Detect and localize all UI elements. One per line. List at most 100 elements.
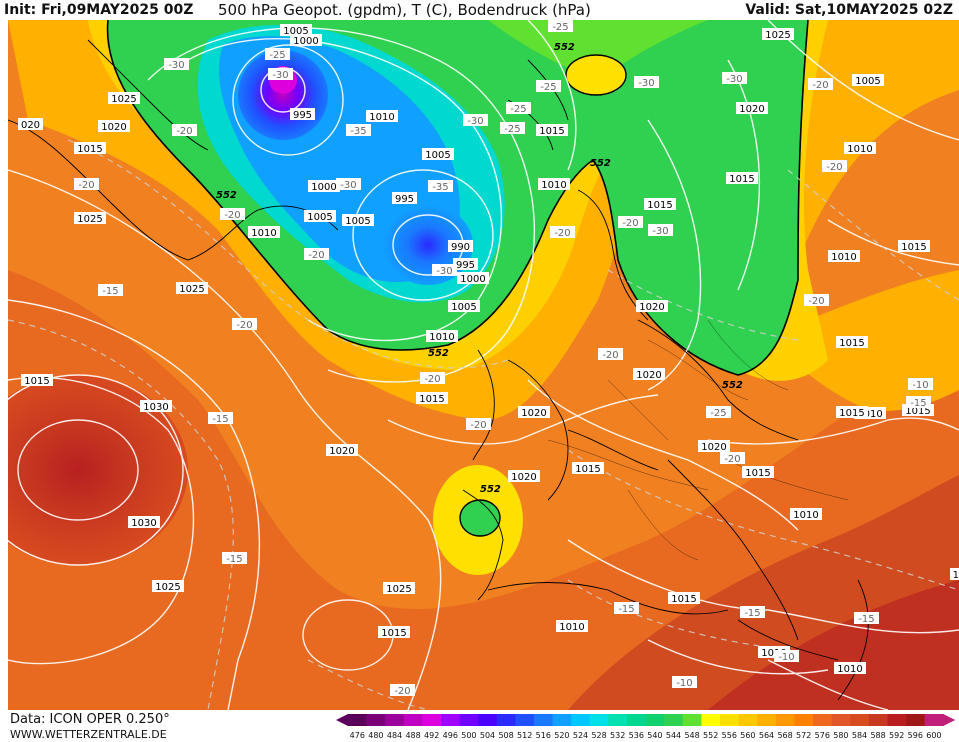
temperature-label: -10 (908, 378, 933, 391)
legend-swatch (422, 714, 442, 726)
init-time-label: Init: Fri,09MAY2025 00Z (4, 2, 194, 18)
temperature-label: -30 (336, 178, 361, 191)
legend-tick-label: 492 (424, 731, 439, 740)
temperature-label: -20 (808, 78, 833, 91)
legend-tick-label: 584 (852, 731, 867, 740)
legend-swatch (738, 714, 758, 726)
pressure-label: 1020 (636, 300, 668, 313)
legend-swatch (385, 714, 405, 726)
svg-text:1025: 1025 (386, 584, 411, 595)
legend-swatch (589, 714, 609, 726)
legend-tick-label: 564 (759, 731, 774, 740)
pressure-label: 1010 (844, 142, 876, 155)
temperature-label: -25 (706, 406, 731, 419)
pressure-label: 990 (448, 240, 473, 253)
pressure-label: 1030 (128, 516, 160, 529)
svg-text:1015: 1015 (839, 408, 864, 419)
pressure-label: 1015 (572, 462, 604, 475)
legend-swatch (794, 714, 814, 726)
svg-text:-20: -20 (176, 126, 192, 137)
svg-text:-30: -30 (436, 266, 452, 277)
temperature-label: -20 (466, 418, 491, 431)
svg-text:1010: 1010 (837, 664, 862, 675)
temperature-label: -20 (420, 372, 445, 385)
svg-text:-20: -20 (724, 454, 740, 465)
pressure-label: 1005 (422, 148, 454, 161)
temperature-label: -20 (822, 160, 847, 173)
svg-text:-30: -30 (638, 78, 654, 89)
temperature-label: -30 (268, 68, 293, 81)
temperature-label: -20 (804, 294, 829, 307)
svg-text:-25: -25 (504, 124, 520, 135)
svg-text:1015: 1015 (419, 394, 444, 405)
legend-tick-label: 580 (833, 731, 848, 740)
pressure-label: 1025 (108, 92, 140, 105)
svg-text:-20: -20 (622, 218, 638, 229)
temperature-label: -35 (428, 180, 453, 193)
legend-swatch (552, 714, 572, 726)
legend-swatch (924, 714, 944, 726)
svg-text:1010: 1010 (541, 180, 566, 191)
svg-text:990: 990 (451, 242, 470, 253)
svg-text:-30: -30 (726, 74, 742, 85)
legend-tick-label: 560 (740, 731, 755, 740)
svg-text:1020: 1020 (701, 442, 726, 453)
legend-arrow-left (336, 714, 348, 726)
svg-text:1015: 1015 (839, 338, 864, 349)
svg-text:1020: 1020 (639, 302, 664, 313)
isoline-552-iberia (459, 499, 501, 537)
pressure-label: 1015 (668, 592, 700, 605)
svg-text:-15: -15 (618, 604, 634, 615)
legend-tick-label: 592 (889, 731, 904, 740)
pressure-label: 1010 (556, 620, 588, 633)
svg-text:1020: 1020 (511, 472, 536, 483)
svg-text:1005: 1005 (283, 26, 308, 37)
svg-text:995: 995 (456, 260, 475, 271)
svg-text:1010: 1010 (831, 252, 856, 263)
svg-text:1020: 1020 (329, 446, 354, 457)
legend-tick-label: 556 (722, 731, 737, 740)
svg-text:1025: 1025 (765, 30, 790, 41)
svg-text:-25: -25 (510, 104, 526, 115)
svg-text:-20: -20 (394, 686, 410, 697)
geopot-southeast-band (708, 580, 959, 710)
legend-swatch (868, 714, 888, 726)
svg-text:1000: 1000 (293, 36, 318, 47)
geopot-label-group: 552 552 552 552 552 552 (216, 42, 743, 495)
pressure-label: 1010 (834, 662, 866, 675)
temperature-label: -25 (265, 48, 290, 61)
svg-text:1020: 1020 (101, 122, 126, 133)
svg-text:1015: 1015 (729, 174, 754, 185)
pressure-label: 1000 (290, 34, 322, 47)
valid-time-label: Valid: Sat,10MAY2025 02Z (745, 2, 953, 18)
pressure-label: 1005 (280, 24, 312, 37)
svg-text:-20: -20 (224, 210, 240, 221)
legend-swatch (720, 714, 740, 726)
legend-swatch (441, 714, 461, 726)
pressure-label: 1015 (416, 392, 448, 405)
legend-swatch (366, 714, 386, 726)
pressure-label: 1025 (762, 28, 794, 41)
svg-text:-15: -15 (744, 608, 760, 619)
pressure-label: 1020 (698, 440, 730, 453)
pressure-label: 1020 (518, 406, 550, 419)
legend-tick-label: 548 (684, 731, 699, 740)
temperature-label: -20 (720, 452, 745, 465)
legend-tick-label: 528 (591, 731, 606, 740)
color-legend: 476 480 484 488 492 496 500 504 508 512 516 520 524 5… (336, 714, 956, 740)
map-header: Init: Fri,09MAY2025 00Z 500 hPa Geopot. … (0, 0, 959, 20)
map-footer: Data: ICON OPER 0.250° WWW.WETTERZENTRAL… (0, 710, 959, 741)
legend-swatch (348, 714, 368, 726)
svg-text:1015: 1015 (575, 464, 600, 475)
pressure-label: 1015 (898, 240, 930, 253)
svg-text:1010: 1010 (793, 510, 818, 521)
geopot-552-label: 552 (428, 348, 449, 359)
temperature-label: -20 (232, 318, 257, 331)
legend-swatch (831, 714, 851, 726)
pressure-label: 1005 (852, 74, 884, 87)
pressure-label: 1020 (326, 444, 358, 457)
isoline-552-lemon (565, 54, 627, 96)
legend-tick-label: 516 (536, 731, 551, 740)
temperature-label: -20 (74, 178, 99, 191)
legend-swatch (478, 714, 498, 726)
